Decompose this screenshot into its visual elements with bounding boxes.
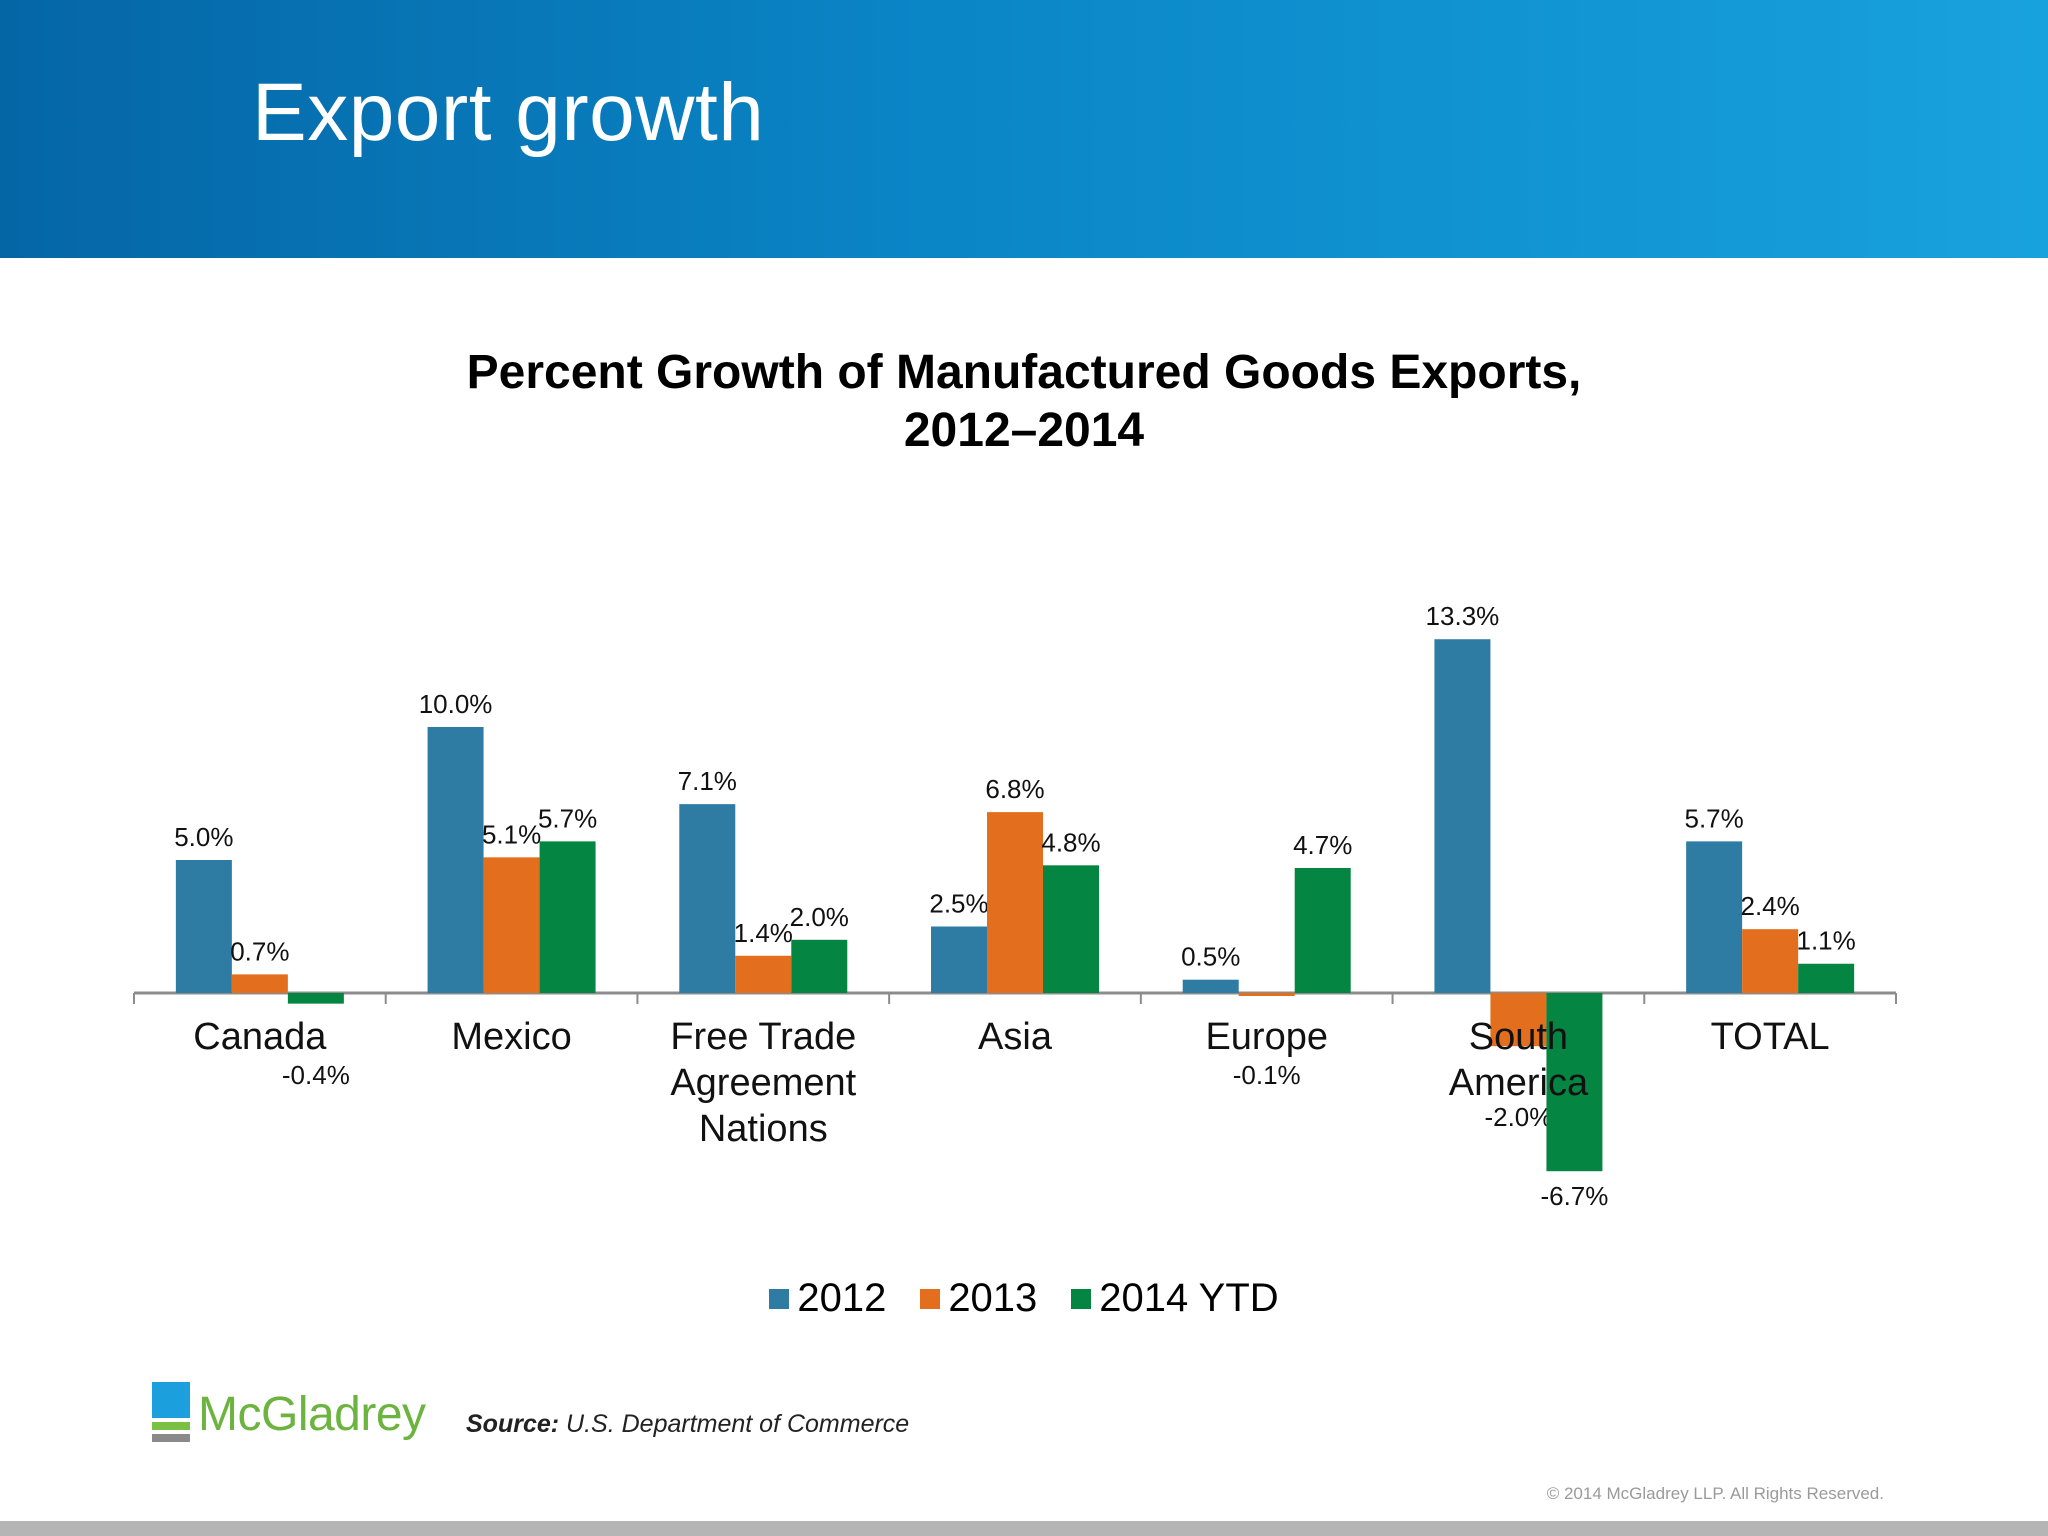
bar-2012 <box>427 727 484 993</box>
mcgladrey-logo: McGladrey <box>152 1382 426 1446</box>
bar-2012 <box>175 860 232 993</box>
legend-item: 2012 <box>769 1276 886 1321</box>
data-label: 1.4% <box>734 918 793 948</box>
legend-swatch <box>1071 1288 1092 1309</box>
data-label: 5.7% <box>1685 803 1744 833</box>
data-label: 13.3% <box>1426 601 1500 631</box>
bar-2014-ytd <box>1546 993 1603 1172</box>
category-label: Free Trade <box>670 1016 856 1058</box>
category-label: Europe <box>1205 1016 1328 1058</box>
category-label: Agreement <box>670 1062 856 1104</box>
slide-title: Export growth <box>252 67 765 158</box>
bar-2012 <box>1686 841 1743 993</box>
data-label: -0.1% <box>1233 1060 1301 1090</box>
bar-2014-ytd <box>791 939 848 993</box>
category-label: America <box>1449 1062 1589 1104</box>
bar-2013 <box>1238 993 1295 996</box>
bar-2012 <box>1434 639 1491 993</box>
bar-2013 <box>1490 993 1547 1047</box>
data-label: 7.1% <box>678 766 737 796</box>
bar-2014-ytd <box>539 841 596 993</box>
data-label: 5.7% <box>538 803 597 833</box>
data-label: 0.7% <box>230 936 289 966</box>
data-label: 4.7% <box>1293 830 1352 860</box>
bar-2012 <box>931 926 987 993</box>
bar-2013 <box>231 974 288 993</box>
bar-2013 <box>1742 929 1799 993</box>
bar-2014-ytd <box>1294 867 1351 993</box>
category-label: South <box>1469 1016 1568 1058</box>
data-label: 2.0% <box>790 902 849 932</box>
data-label: -6.7% <box>1540 1181 1608 1211</box>
data-label: -2.0% <box>1484 1102 1552 1132</box>
source-label: Source: <box>466 1410 560 1438</box>
header-banner: Export growth <box>0 0 2048 258</box>
legend-label: 2012 <box>797 1276 887 1320</box>
legend-item: 2014 YTD <box>1071 1276 1279 1321</box>
bar-2013 <box>987 812 1043 993</box>
logo-text: McGladrey <box>198 1387 426 1441</box>
bottom-bar <box>0 1521 2048 1536</box>
legend-label: 2013 <box>948 1276 1038 1320</box>
data-label: 2.4% <box>1741 891 1800 921</box>
legend-swatch <box>920 1288 941 1309</box>
bar-2013 <box>483 857 540 993</box>
source-note: Source: U.S. Department of Commerce <box>466 1410 909 1439</box>
copyright-text: © 2014 McGladrey LLP. All Rights Reserve… <box>1546 1484 1884 1503</box>
data-label: 4.8% <box>1041 827 1100 857</box>
data-label: 5.0% <box>174 822 233 852</box>
data-label: 6.8% <box>985 774 1044 804</box>
bar-2014-ytd <box>1043 865 1099 993</box>
category-label: Nations <box>699 1108 828 1150</box>
category-label: Asia <box>978 1016 1053 1058</box>
category-label: Canada <box>193 1016 327 1058</box>
data-label: 5.1% <box>482 819 541 849</box>
bar-2012 <box>1182 979 1239 993</box>
legend-label: 2014 YTD <box>1099 1276 1279 1320</box>
bar-2012 <box>679 804 736 993</box>
chart-legend: 2012 2013 2014 YTD <box>0 1276 2048 1321</box>
category-label: Mexico <box>451 1016 571 1058</box>
logo-mark-icon <box>152 1382 192 1446</box>
legend-item: 2013 <box>920 1276 1037 1321</box>
data-label: -0.4% <box>282 1060 350 1090</box>
data-label: 2.5% <box>929 889 988 919</box>
bar-2014-ytd <box>287 993 344 1004</box>
bar-2013 <box>735 955 792 993</box>
chart-title-line-1: Percent Growth of Manufactured Goods Exp… <box>466 346 1582 399</box>
legend-swatch <box>769 1288 790 1309</box>
data-label: 0.5% <box>1181 942 1240 972</box>
bar-2014-ytd <box>1798 963 1855 993</box>
data-label: 1.1% <box>1797 926 1856 956</box>
chart-title-line-2: 2012–2014 <box>903 404 1145 457</box>
category-label: TOTAL <box>1711 1016 1830 1058</box>
data-label: 10.0% <box>419 689 493 719</box>
source-text: U.S. Department of Commerce <box>566 1410 910 1438</box>
